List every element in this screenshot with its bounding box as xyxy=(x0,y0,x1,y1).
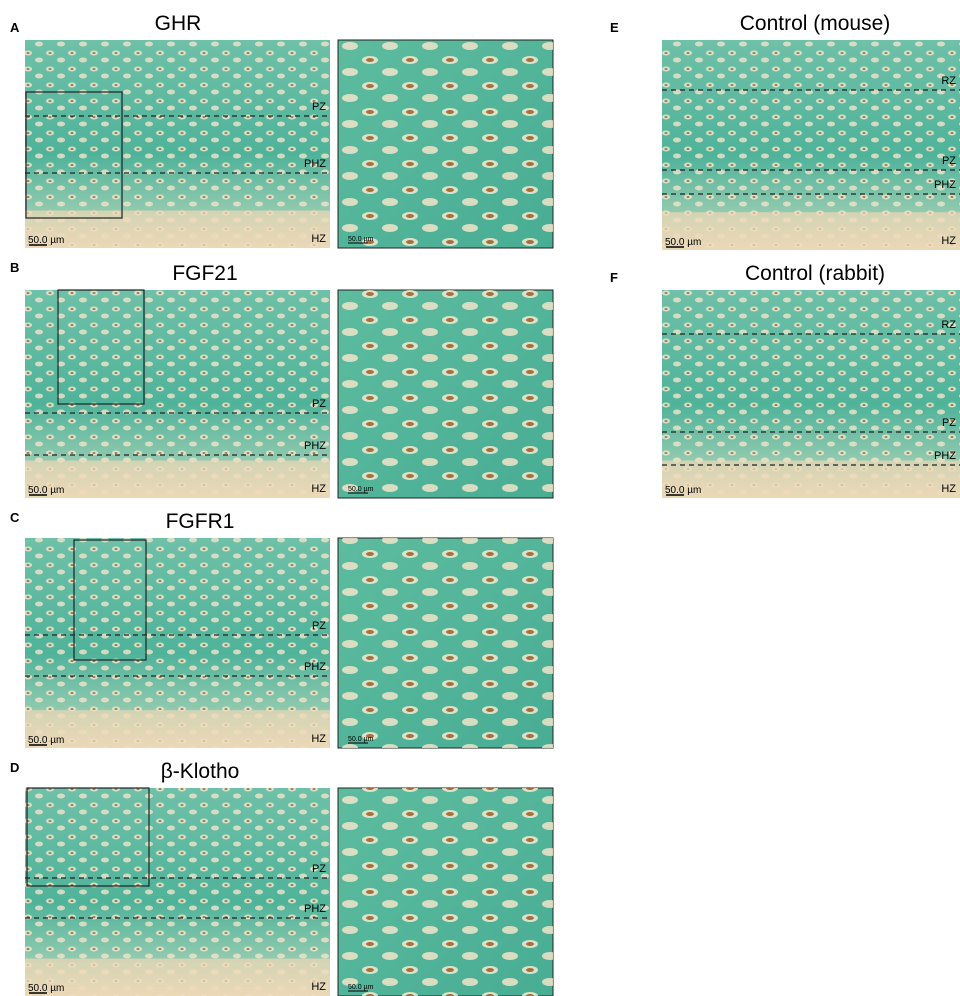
panel-letter: D xyxy=(10,760,19,775)
zone-label: PHZ xyxy=(304,661,326,673)
zone-label: PZ xyxy=(942,417,956,429)
zone-label: PZ xyxy=(312,863,326,875)
panel-title: β-Klotho xyxy=(161,760,240,783)
zone-label: HZ xyxy=(311,233,326,245)
panel-letter: F xyxy=(610,270,618,285)
scale-bar-label: 50.0 µm xyxy=(665,485,701,496)
zone-label: HZ xyxy=(941,235,956,247)
zone-label: PHZ xyxy=(304,158,326,170)
zoom-texture xyxy=(338,40,553,248)
zoom-texture xyxy=(338,538,553,748)
scale-bar-label: 50.0 µm xyxy=(665,237,701,248)
panel-letter: A xyxy=(10,20,20,35)
zoom-texture xyxy=(338,290,553,498)
panel-letter: E xyxy=(610,20,619,35)
panel: B FGF21 PZ PHZ HZ 50.0 µm 50.0 µm xyxy=(10,260,553,498)
zone-label: PZ xyxy=(312,620,326,632)
bone-region xyxy=(25,710,330,748)
panels: A GHR PZ PHZ HZ 50.0 µm 50.0 µm B FGF21 PZ PHZ HZ 50… xyxy=(10,12,960,996)
zone-label: PHZ xyxy=(304,440,326,452)
zone-label: PZ xyxy=(312,101,326,113)
panel: A GHR PZ PHZ HZ 50.0 µm 50.0 µm xyxy=(10,12,553,248)
scale-bar-label: 50.0 µm xyxy=(348,984,374,991)
panel-title: Control (rabbit) xyxy=(745,262,885,285)
panel-letter: C xyxy=(10,510,20,525)
zone-label: HZ xyxy=(311,483,326,495)
bone-region xyxy=(25,211,330,248)
panel: C FGFR1 PZ PHZ HZ 50.0 µm 50.0 µm xyxy=(10,510,553,748)
panel-title: Control (mouse) xyxy=(740,12,891,35)
scale-bar-label: 50.0 µm xyxy=(28,235,64,246)
bone-region xyxy=(662,212,960,250)
zone-label: PHZ xyxy=(934,179,956,191)
scale-bar-label: 50.0 µm xyxy=(348,236,374,243)
scale-bar-label: 50.0 µm xyxy=(28,485,64,496)
panel: E Control (mouse) RZ PZ PHZ HZ 50.0 µm xyxy=(610,12,960,250)
bone-region xyxy=(25,959,330,996)
zone-label: PZ xyxy=(312,398,326,410)
scale-bar-label: 50.0 µm xyxy=(348,736,374,743)
panel-title: FGFR1 xyxy=(166,510,235,533)
figure: A GHR PZ PHZ HZ 50.0 µm 50.0 µm B FGF21 PZ PHZ HZ 50… xyxy=(0,0,960,996)
scale-bar-label: 50.0 µm xyxy=(348,486,374,493)
zone-label: HZ xyxy=(941,483,956,495)
zone-label: HZ xyxy=(311,733,326,745)
zone-label: PZ xyxy=(942,155,956,167)
zone-label: RZ xyxy=(941,75,956,87)
zone-label: RZ xyxy=(941,319,956,331)
scale-bar-label: 50.0 µm xyxy=(28,983,64,994)
panel-letter: B xyxy=(10,260,19,275)
panel: F Control (rabbit) RZ PZ PHZ HZ 50.0 µm xyxy=(610,262,960,498)
bone-region xyxy=(662,461,960,498)
scale-bar-label: 50.0 µm xyxy=(28,735,64,746)
zone-label: PHZ xyxy=(304,903,326,915)
panel-title: FGF21 xyxy=(172,262,237,285)
zone-label: HZ xyxy=(311,981,326,993)
zone-label: PHZ xyxy=(934,450,956,462)
bone-region xyxy=(25,461,330,498)
zoom-texture xyxy=(338,788,553,996)
panel-title: GHR xyxy=(155,12,202,35)
